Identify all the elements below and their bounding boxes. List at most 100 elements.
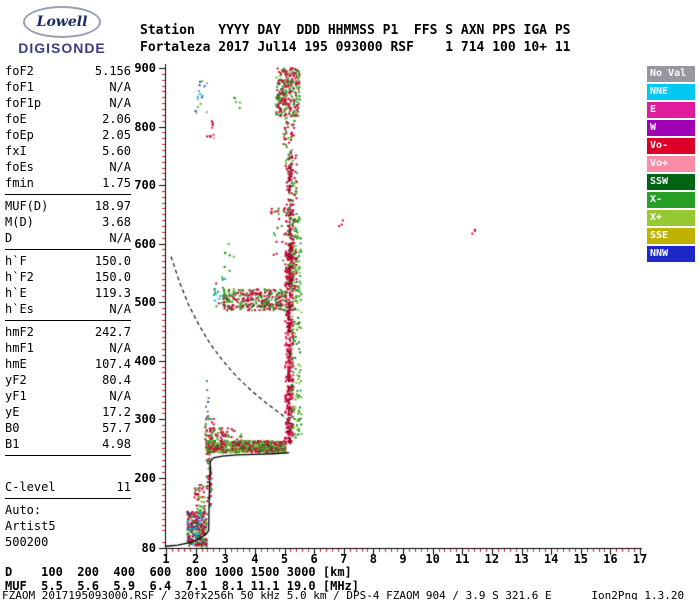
param-label: hmF1 bbox=[5, 341, 34, 355]
echo-direction-legend: No Val NNE E W Vo- Vo+ SSW X- X+ SSE NNW bbox=[647, 66, 695, 264]
x-tick-label-9: 9 bbox=[399, 552, 407, 566]
legend-item-sse: SSE bbox=[647, 228, 695, 244]
param-value: N/A bbox=[109, 389, 131, 403]
param-label: M(D) bbox=[5, 215, 34, 229]
param-label: hmF2 bbox=[5, 325, 34, 339]
param-value: N/A bbox=[109, 231, 131, 245]
lowell-digisonde-logo: Lowell DIGISONDE bbox=[6, 6, 118, 56]
param-foes: foEs N/A bbox=[5, 159, 131, 175]
legend-item-ssw: SSW bbox=[647, 174, 695, 190]
param-value: 150.0 bbox=[94, 254, 131, 268]
logo-lowell-text: Lowell bbox=[36, 14, 88, 30]
param-hf: h`F 150.0 bbox=[5, 253, 131, 269]
param-label: C-level bbox=[5, 480, 56, 494]
param-hf2: h`F2 150.0 bbox=[5, 269, 131, 285]
x-tick-label-11: 11 bbox=[455, 552, 470, 566]
param-label: yF1 bbox=[5, 389, 27, 403]
param-label: 500200 bbox=[5, 535, 49, 549]
y-tick-label-300: 300 bbox=[134, 412, 156, 427]
param-yf2: yF2 80.4 bbox=[5, 372, 131, 388]
x-tick-label-7: 7 bbox=[340, 552, 348, 566]
param-hmf1: hmF1 N/A bbox=[5, 340, 131, 356]
param-label: D bbox=[5, 231, 13, 245]
legend-item-no-val: No Val bbox=[647, 66, 695, 82]
param-group-0: foF2 5.156 foF1 N/A foF1p N/A foE 2.06 foEp 2.05 f… bbox=[5, 62, 131, 195]
x-tick-label-17: 17 bbox=[632, 552, 648, 566]
status-bar: FZAOM_2017195093000.RSF / 320fx256h 50 k… bbox=[2, 589, 685, 600]
param-yf1: yF1 N/A bbox=[5, 388, 131, 404]
param-label: h`F2 bbox=[5, 270, 34, 284]
param-ye: yE 17.2 bbox=[5, 404, 131, 420]
param-label: h`E bbox=[5, 286, 27, 300]
parameter-panel: foF2 5.156 foF1 N/A foF1p N/A foE 2.06 foEp 2.05 f… bbox=[5, 62, 131, 555]
x-tick-label-13: 13 bbox=[514, 552, 529, 566]
param-value: N/A bbox=[109, 160, 131, 174]
param-group-2: h`F 150.0 h`F2 150.0 h`E 119.3 h`Es N/A bbox=[5, 252, 131, 321]
legend-item-vo-: Vo- bbox=[647, 138, 695, 154]
param-value: 3.68 bbox=[102, 215, 131, 229]
param-mufd: MUF(D) 18.97 bbox=[5, 198, 131, 214]
x-tick-label-10: 10 bbox=[425, 552, 440, 566]
x-tick-label-8: 8 bbox=[369, 552, 377, 566]
param-he: h`E 119.3 bbox=[5, 285, 131, 301]
legend-item-nnw: NNW bbox=[647, 246, 695, 262]
param-value: N/A bbox=[109, 341, 131, 355]
param-foep: foEp 2.05 bbox=[5, 127, 131, 143]
param-label: fmin bbox=[5, 176, 34, 190]
param-value: 2.05 bbox=[102, 128, 131, 142]
param-label: yE bbox=[5, 405, 20, 419]
x-tick-label-6: 6 bbox=[310, 552, 318, 566]
param-clevel: C-level 11 bbox=[5, 479, 131, 495]
param-fxi: fxI 5.60 bbox=[5, 143, 131, 159]
param-value: 2.06 bbox=[102, 112, 131, 126]
param-fof2: foF2 5.156 bbox=[5, 63, 131, 79]
param-label: yF2 bbox=[5, 373, 27, 387]
legend-item-vo+: Vo+ bbox=[647, 156, 695, 172]
param-b1: B1 4.98 bbox=[5, 436, 131, 452]
y-tick-label-600: 600 bbox=[134, 236, 156, 251]
param-label: foEp bbox=[5, 128, 34, 142]
param-value: N/A bbox=[109, 302, 131, 316]
x-tick-label-2: 2 bbox=[192, 552, 200, 566]
param-group-4: C-level 11 bbox=[5, 478, 131, 499]
y-tick-label-500: 500 bbox=[134, 295, 156, 310]
param-value: 107.4 bbox=[94, 357, 131, 371]
param-label: foF1p bbox=[5, 96, 42, 110]
y-tick-label-900: 900 bbox=[134, 61, 156, 75]
x-tick-label-12: 12 bbox=[484, 552, 500, 566]
param-d: D N/A bbox=[5, 230, 131, 246]
x-tick-label-16: 16 bbox=[603, 552, 618, 566]
x-tick-label-4: 4 bbox=[251, 552, 259, 566]
param-label: foE bbox=[5, 112, 27, 126]
param-md: M(D) 3.68 bbox=[5, 214, 131, 230]
x-tick-label-3: 3 bbox=[221, 552, 229, 566]
param-label: foF2 bbox=[5, 64, 34, 78]
param-group-5: Auto: Artist5 500200 bbox=[5, 501, 131, 553]
y-tick-label-700: 700 bbox=[134, 178, 156, 193]
param-label: Artist5 bbox=[5, 519, 56, 533]
param-fof1: foF1 N/A bbox=[5, 79, 131, 95]
legend-item-w: W bbox=[647, 120, 695, 136]
param-value: 5.156 bbox=[94, 64, 131, 78]
param-value: 17.2 bbox=[102, 405, 131, 419]
distance-row: D 100 200 400 600 800 1000 1500 3000 [km… bbox=[5, 565, 352, 579]
param-label: B1 bbox=[5, 437, 20, 451]
lowell-logo-oval: Lowell bbox=[23, 6, 101, 38]
legend-item-x-: X- bbox=[647, 192, 695, 208]
y-tick-label-80: 80 bbox=[141, 541, 156, 555]
y-tick-label-200: 200 bbox=[134, 470, 156, 485]
param-hes: h`Es N/A bbox=[5, 301, 131, 317]
param-b0: B0 57.7 bbox=[5, 420, 131, 436]
param-fmin: fmin 1.75 bbox=[5, 175, 131, 191]
param-value: 4.98 bbox=[102, 437, 131, 451]
param-value: 119.3 bbox=[94, 286, 131, 300]
x-tick-label-5: 5 bbox=[280, 552, 289, 566]
param-hme: hmE 107.4 bbox=[5, 356, 131, 372]
param-value: N/A bbox=[109, 80, 131, 94]
x-tick-label-15: 15 bbox=[573, 552, 588, 566]
param-artist5: Artist5 bbox=[5, 518, 131, 534]
muf-row: MUF 5.5 5.6 5.9 6.4 7.1 8.1 11.1 19.0 [M… bbox=[5, 579, 360, 593]
y-tick-label-400: 400 bbox=[134, 353, 156, 368]
